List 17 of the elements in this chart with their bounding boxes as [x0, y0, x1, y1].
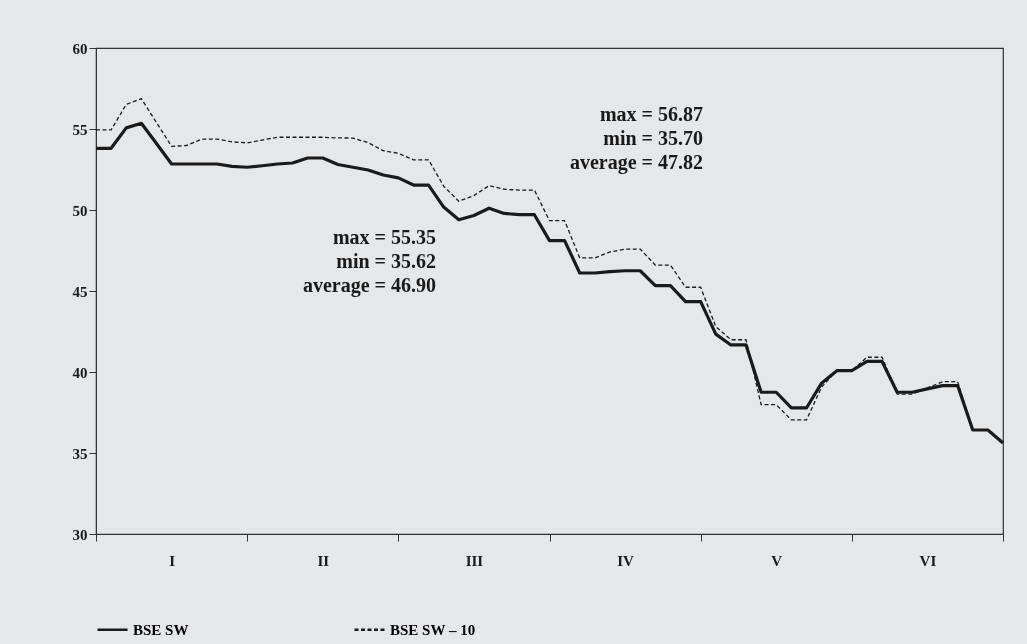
x-tick-label: I: [169, 552, 176, 569]
y-tick-label: 40: [72, 364, 88, 381]
x-tick-label: VI: [919, 552, 937, 569]
legend-label: BSE SW: [133, 621, 189, 638]
y-tick-label: 45: [72, 283, 88, 300]
x-tick-label: IV: [617, 552, 635, 569]
legend-label: BSE SW – 10: [390, 621, 476, 638]
x-tick-label: V: [771, 552, 783, 569]
annotation: max = 55.35 min = 35.62 average = 46.90: [302, 226, 436, 297]
y-tick-label: 60: [72, 40, 88, 57]
x-tick-label: II: [317, 552, 330, 569]
annotation: max = 56.87 min = 35.70 average = 47.82: [569, 103, 703, 174]
y-tick-label: 55: [72, 121, 88, 138]
y-tick-label: 35: [72, 445, 88, 462]
y-tick-label: 50: [72, 202, 88, 219]
x-tick-label: III: [465, 552, 484, 569]
y-tick-label: 30: [72, 526, 88, 543]
